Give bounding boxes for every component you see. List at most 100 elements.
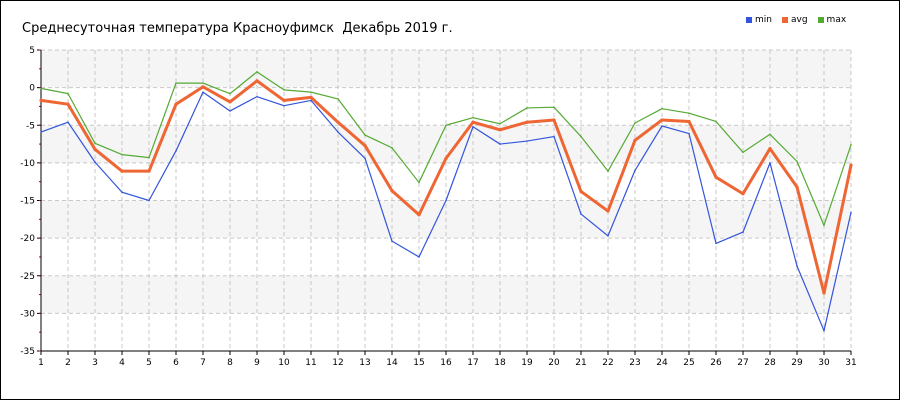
data-point-min	[850, 211, 852, 214]
data-point-min	[229, 110, 231, 112]
data-point-avg	[93, 147, 97, 151]
x-tick-label: 27	[737, 358, 748, 368]
chart-title: Среднесуточная температура Красноуфимск …	[22, 21, 453, 36]
data-point-min	[499, 143, 501, 145]
data-point-max	[229, 92, 231, 95]
y-tick-label: 5	[29, 46, 35, 56]
x-tick-label: 2	[65, 358, 71, 368]
data-point-max	[823, 224, 825, 227]
x-tick-label: 6	[173, 358, 179, 368]
data-point-min	[283, 104, 285, 107]
data-point-avg	[120, 169, 124, 173]
data-point-avg	[633, 138, 637, 142]
data-point-avg	[849, 163, 853, 167]
x-tick-label: 26	[710, 358, 722, 368]
y-tick-label: -35	[20, 347, 35, 357]
data-point-min	[715, 242, 717, 245]
data-point-avg	[282, 98, 286, 103]
data-point-min	[526, 140, 528, 142]
x-tick-label: 31	[845, 358, 856, 368]
data-point-max	[796, 160, 798, 163]
x-tick-label: 11	[305, 358, 316, 368]
data-point-max	[67, 92, 69, 95]
data-point-max	[283, 89, 285, 91]
data-point-min	[769, 162, 771, 164]
data-point-min	[688, 132, 690, 135]
data-point-max	[94, 142, 96, 145]
legend: min avg max	[746, 15, 846, 25]
x-tick-label: 5	[146, 358, 152, 368]
x-tick-label: 24	[656, 358, 668, 368]
data-point-min	[175, 150, 177, 152]
y-tick-label: -15	[20, 197, 35, 207]
x-tick-label: 4	[119, 358, 125, 368]
data-point-max	[715, 120, 717, 123]
x-tick-label: 3	[92, 358, 98, 368]
y-tick-labels: 5 0 -5 -10 -15 -20 -25 -30 -35	[20, 46, 35, 357]
legend-swatch-max	[817, 17, 824, 23]
x-tick-label: 1	[38, 358, 44, 368]
series-lines	[39, 71, 853, 332]
data-point-avg	[417, 213, 421, 217]
data-point-max	[607, 170, 609, 172]
data-point-min	[445, 199, 447, 202]
data-point-avg	[714, 175, 718, 179]
x-tick-label: 15	[413, 358, 424, 368]
data-point-min	[553, 135, 555, 138]
data-point-min	[364, 157, 366, 160]
data-point-avg	[822, 291, 826, 295]
data-point-max	[580, 135, 582, 138]
data-point-min	[202, 91, 204, 93]
legend-label-min: min	[755, 15, 772, 25]
data-point-avg	[390, 189, 394, 193]
data-point-avg	[471, 120, 475, 124]
data-point-avg	[687, 119, 691, 124]
data-point-avg	[336, 120, 340, 124]
data-point-max	[418, 181, 420, 184]
data-point-min	[472, 125, 474, 128]
data-point-min	[742, 231, 744, 233]
x-tick-label: 16	[440, 358, 452, 368]
data-point-max	[202, 82, 204, 84]
y-tick-label: 0	[29, 84, 35, 94]
data-point-avg	[201, 85, 205, 89]
legend-swatch-avg	[781, 17, 788, 23]
data-point-min	[40, 131, 42, 133]
x-tick-label: 21	[575, 358, 586, 368]
data-point-min	[256, 95, 258, 98]
data-point-avg	[309, 95, 313, 100]
data-point-max	[175, 82, 177, 84]
data-point-min	[661, 125, 663, 127]
legend-item-max: max	[817, 15, 847, 25]
data-point-avg	[552, 118, 556, 122]
x-tick-label: 7	[200, 358, 206, 368]
data-point-min	[796, 265, 798, 267]
data-point-max	[661, 107, 663, 110]
y-tick-label: -10	[20, 159, 35, 169]
data-point-avg	[444, 156, 448, 160]
data-point-min	[391, 240, 393, 242]
data-point-avg	[255, 79, 259, 83]
legend-label-avg: avg	[790, 15, 808, 25]
data-point-min	[148, 199, 150, 202]
data-point-max	[526, 107, 528, 109]
data-point-max	[364, 134, 366, 136]
data-point-avg	[606, 209, 610, 213]
background-band	[41, 162, 851, 201]
data-point-min	[418, 256, 420, 258]
x-tick-labels: 1 2 3 4 5 6 7 8 9 10 11 12 13 14 15 16 17 18 19 20 21 22 23 24 2…	[38, 358, 857, 368]
legend-swatch-min	[746, 17, 752, 23]
data-point-avg	[498, 128, 502, 132]
y-tick-label: -30	[20, 309, 35, 319]
data-point-avg	[525, 120, 529, 124]
data-point-min	[121, 191, 123, 194]
legend-label-max: max	[826, 15, 847, 25]
data-point-avg	[147, 169, 151, 173]
data-point-avg	[795, 185, 799, 189]
x-tick-label: 18	[494, 358, 506, 368]
data-point-max	[256, 71, 258, 73]
data-point-avg	[579, 189, 583, 194]
data-point-max	[445, 124, 447, 127]
data-point-avg	[66, 102, 70, 106]
data-point-min	[634, 169, 636, 172]
